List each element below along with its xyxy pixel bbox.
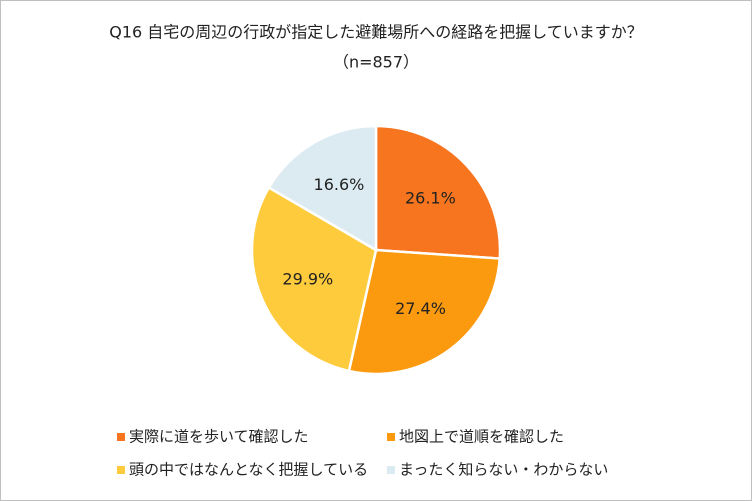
legend-label: 地図上で道順を確認した bbox=[399, 428, 564, 446]
pie-slice bbox=[347, 248, 502, 376]
pie-slice bbox=[374, 124, 502, 260]
chart-title: Q16 自宅の周辺の行政が指定した避難場所への経路を把握していますか？ bbox=[109, 23, 643, 42]
data-label: 29.9% bbox=[282, 269, 333, 288]
pie-slice bbox=[250, 185, 378, 373]
pie-slice bbox=[267, 124, 378, 253]
legend-label: 頭の中ではなんとなく把握している bbox=[129, 461, 368, 479]
legend-label: 実際に道を歩いて確認した bbox=[129, 428, 309, 446]
legend-swatch bbox=[387, 433, 395, 441]
data-label: 16.6% bbox=[314, 175, 365, 194]
data-label: 26.1% bbox=[405, 189, 456, 208]
data-label: 27.4% bbox=[395, 299, 446, 318]
legend-swatch bbox=[117, 433, 125, 441]
legend-swatch bbox=[387, 466, 395, 474]
legend-label: まったく知らない・わからない bbox=[399, 461, 608, 479]
legend-swatch bbox=[117, 466, 125, 474]
chart-subtitle: （n=857） bbox=[333, 53, 419, 72]
